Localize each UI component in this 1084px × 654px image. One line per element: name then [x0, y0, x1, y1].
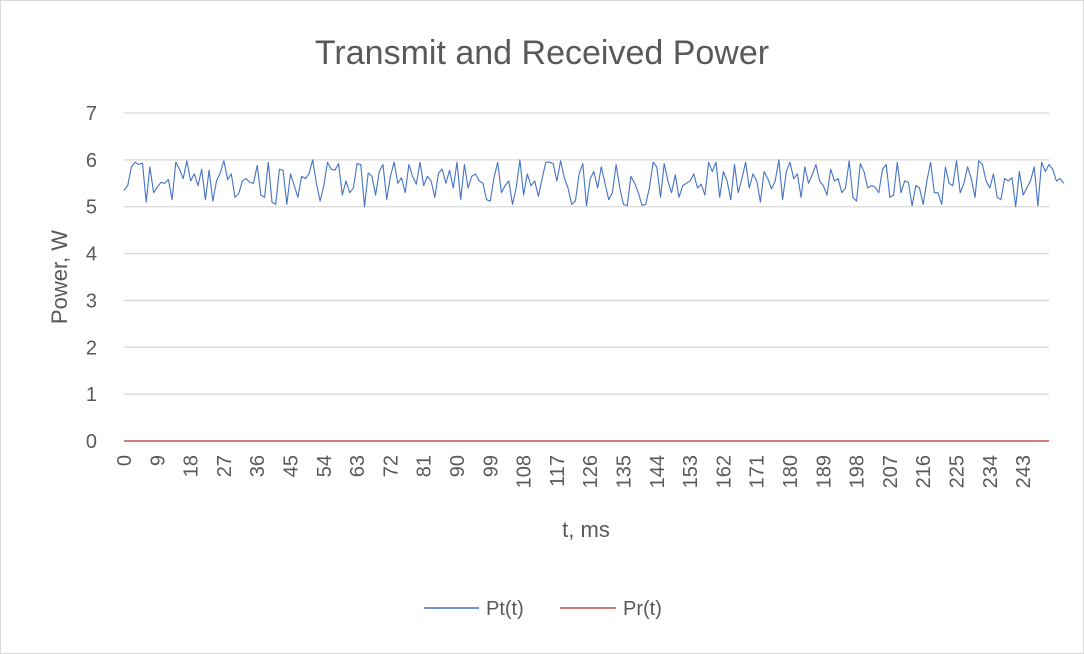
y-tick-label: 4: [86, 244, 97, 266]
x-tick-label: 225: [947, 455, 969, 488]
x-tick-label: 90: [447, 455, 469, 477]
x-tick-label: 144: [647, 455, 669, 488]
x-axis-ticks: 0 9 18 27 36 45 54 63 72 81 90 99 108 117 126 135 144 153…: [114, 455, 1035, 488]
chart-title: Transmit and Received Power: [315, 34, 769, 72]
y-axis-label: Power, W: [47, 230, 72, 324]
y-tick-label: 1: [86, 384, 97, 406]
x-tick-label: 0: [114, 455, 136, 466]
x-tick-label: 162: [713, 455, 735, 488]
x-tick-label: 63: [347, 455, 369, 477]
x-tick-label: 36: [247, 455, 269, 477]
x-tick-label: 126: [580, 455, 602, 488]
y-tick-label: 7: [86, 103, 97, 125]
y-tick-label: 5: [86, 197, 97, 219]
x-tick-label: 99: [480, 455, 502, 477]
x-tick-label: 81: [414, 455, 436, 477]
x-tick-label: 216: [913, 455, 935, 488]
y-axis-ticks: 0 1 2 3 4 5 6 7: [86, 103, 97, 453]
y-tick-label: 3: [86, 290, 97, 312]
x-tick-label: 27: [214, 455, 236, 477]
x-tick-label: 198: [847, 455, 869, 488]
x-tick-label: 18: [181, 455, 203, 477]
series-line-pt: [123, 159, 1065, 208]
legend-label-pt: Pt(t): [486, 598, 524, 620]
x-tick-label: 189: [813, 455, 835, 488]
x-tick-label: 117: [547, 455, 569, 487]
x-tick-label: 108: [514, 455, 536, 488]
legend: Pt(t) Pr(t): [424, 598, 662, 620]
x-tick-label: 243: [1013, 455, 1035, 488]
y-tick-label: 6: [86, 150, 97, 172]
x-tick-label: 171: [747, 455, 769, 488]
series-layer: [123, 159, 1065, 442]
x-axis-label: t, ms: [562, 517, 610, 542]
x-tick-label: 45: [281, 455, 303, 477]
y-tick-label: 2: [86, 337, 97, 359]
x-tick-label: 180: [780, 455, 802, 488]
x-tick-label: 207: [880, 455, 902, 488]
y-tick-label: 0: [86, 431, 97, 453]
x-tick-label: 54: [314, 455, 336, 477]
x-tick-label: 234: [980, 455, 1002, 488]
x-tick-label: 135: [614, 455, 636, 488]
gridlines: [124, 112, 1049, 395]
legend-label-pr: Pr(t): [623, 598, 662, 620]
x-tick-label: 72: [380, 455, 402, 477]
x-tick-label: 153: [680, 455, 702, 488]
x-tick-label: 9: [147, 455, 169, 466]
